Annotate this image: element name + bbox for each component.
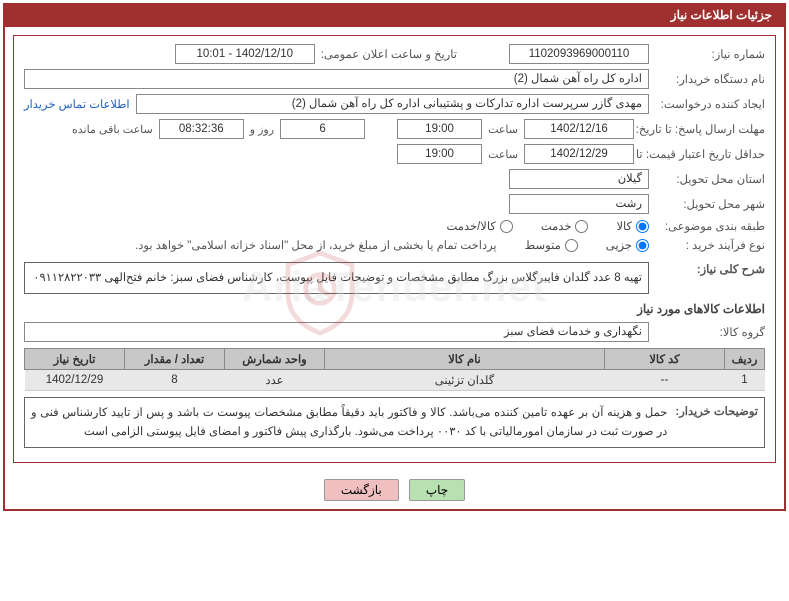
radio-minor-label: جزیی [606, 238, 632, 252]
label-price-valid: حداقل تاریخ اعتبار قیمت: تا تاریخ: [640, 147, 765, 161]
td-unit: عدد [225, 370, 325, 391]
payment-note: پرداخت تمام یا بخشی از مبلغ خرید، از محل… [135, 238, 497, 252]
td-qty: 8 [125, 370, 225, 391]
td-name: گلدان تزئینی [325, 370, 605, 391]
radio-minor[interactable] [636, 239, 649, 252]
label-remaining: ساعت باقی مانده [72, 123, 153, 136]
buyer-notes-box: توضیحات خریدار: حمل و هزینه آن بر عهده ت… [24, 397, 765, 448]
label-general-desc: شرح کلی نیاز: [655, 262, 765, 276]
th-unit: واحد شمارش [225, 349, 325, 370]
th-code: کد کالا [605, 349, 725, 370]
label-delivery-city: شهر محل تحویل: [655, 197, 765, 211]
purchase-type-radios: جزیی متوسط پرداخت تمام یا بخشی از مبلغ خ… [135, 238, 649, 252]
label-delivery-prov: استان محل تحویل: [655, 172, 765, 186]
value-price-time: 19:00 [397, 144, 482, 164]
panel-title: جزئیات اطلاعات نیاز [671, 8, 772, 22]
print-button[interactable]: چاپ [409, 479, 465, 501]
value-city: رشت [509, 194, 649, 214]
td-date: 1402/12/29 [25, 370, 125, 391]
label-subject-class: طبقه بندی موضوعی: [655, 219, 765, 233]
radio-goods-service[interactable] [500, 220, 513, 233]
th-qty: تعداد / مقدار [125, 349, 225, 370]
general-desc-box: تهیه 8 عدد گلدان فایبرگلاس بزرگ مطابق مش… [24, 262, 649, 294]
panel-header: جزئیات اطلاعات نیاز [5, 5, 784, 27]
label-goods-group: گروه کالا: [655, 325, 765, 339]
label-requester: ایجاد کننده درخواست: [655, 97, 765, 111]
buyer-notes-text: حمل و هزینه آن بر عهده تامین کننده می‌با… [31, 404, 667, 441]
label-need-no: شماره نیاز: [655, 47, 765, 61]
back-button[interactable]: بازگشت [324, 479, 399, 501]
value-requester: مهدی گازر سرپرست اداره تدارکات و پشتیبان… [136, 94, 649, 114]
buyer-contact-link[interactable]: اطلاعات تماس خریدار [24, 97, 130, 111]
main-container: جزئیات اطلاعات نیاز شماره نیاز: 11020939… [3, 3, 786, 511]
value-time-left: 08:32:36 [159, 119, 244, 139]
th-row: ردیف [725, 349, 765, 370]
label-purchase-type: نوع فرآیند خرید : [655, 238, 765, 252]
value-reply-time: 19:00 [397, 119, 482, 139]
radio-goods-service-label: کالا/خدمت [447, 219, 496, 233]
th-date: تاریخ نیاز [25, 349, 125, 370]
value-buyer-org: اداره کل راه آهن شمال (2) [24, 69, 649, 89]
value-days-left: 6 [280, 119, 365, 139]
details-box: شماره نیاز: 1102093969000110 تاریخ و ساع… [13, 35, 776, 463]
label-buyer-org: نام دستگاه خریدار: [655, 72, 765, 86]
label-time-2: ساعت [488, 148, 518, 161]
radio-medium-label: متوسط [525, 238, 561, 252]
goods-info-title: اطلاعات کالاهای مورد نیاز [24, 302, 765, 316]
label-time-1: ساعت [488, 123, 518, 136]
value-goods-group: نگهداری و خدمات فضای سبز [24, 322, 649, 342]
td-code: -- [605, 370, 725, 391]
value-reply-date: 1402/12/16 [524, 119, 634, 139]
radio-service-label: خدمت [541, 219, 572, 233]
value-price-date: 1402/12/29 [524, 144, 634, 164]
label-reply-deadline: مهلت ارسال پاسخ: تا تاریخ: [640, 122, 765, 136]
subject-class-radios: کالا خدمت کالا/خدمت [447, 219, 650, 233]
table-row: 1 -- گلدان تزئینی عدد 8 1402/12/29 [25, 370, 765, 391]
radio-goods[interactable] [636, 220, 649, 233]
radio-goods-label: کالا [616, 219, 632, 233]
th-name: نام کالا [325, 349, 605, 370]
button-row: چاپ بازگشت [5, 471, 784, 509]
td-row: 1 [725, 370, 765, 391]
radio-service[interactable] [575, 220, 588, 233]
value-announce-dt: 1402/12/10 - 10:01 [175, 44, 315, 64]
value-need-no: 1102093969000110 [509, 44, 649, 64]
label-days-and: روز و [250, 123, 274, 136]
value-province: گیلان [509, 169, 649, 189]
goods-table: ردیف کد کالا نام کالا واحد شمارش تعداد /… [24, 348, 765, 391]
label-announce-dt: تاریخ و ساعت اعلان عمومی: [321, 47, 457, 61]
label-buyer-notes: توضیحات خریدار: [675, 404, 758, 441]
radio-medium[interactable] [565, 239, 578, 252]
